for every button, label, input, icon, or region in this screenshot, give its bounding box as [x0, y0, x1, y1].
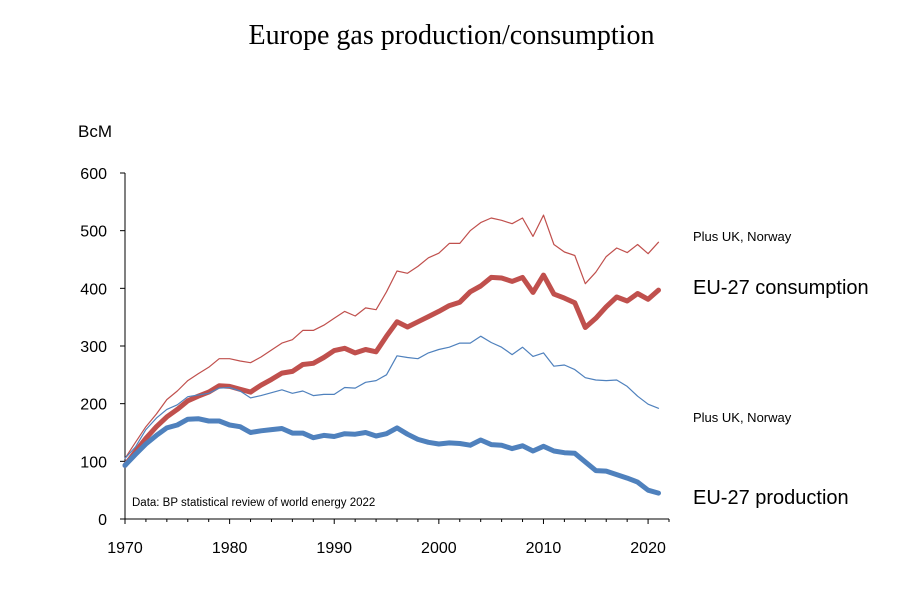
label-production-plus-uk-norway: Plus UK, Norway [693, 410, 792, 425]
x-tick-label: 2010 [526, 540, 562, 557]
y-tick-label: 0 [98, 512, 107, 529]
series-eu27-consumption [122, 272, 661, 468]
label-consumption-plus-uk-norway: Plus UK, Norway [693, 229, 792, 244]
x-tick-label: 2000 [421, 540, 457, 557]
y-tick-label: 300 [80, 339, 107, 356]
series-consumption-plus-uk-norway [124, 214, 660, 459]
x-tick-label: 1990 [316, 540, 352, 557]
y-tick-label: 600 [80, 166, 107, 183]
series-production-plus-uk-norway [124, 335, 660, 459]
x-tick-label: 1980 [212, 540, 248, 557]
y-axis-unit-label: BcM [78, 122, 112, 141]
source-note: Data: BP statistical review of world ene… [132, 497, 375, 509]
series-layer [122, 214, 661, 496]
y-tick-label: 500 [80, 224, 107, 241]
chart-title: Europe gas production/consumption [248, 20, 655, 51]
y-tick-label: 100 [80, 454, 107, 471]
label-eu27-consumption: EU-27 consumption [693, 277, 869, 299]
y-tick-label: 200 [80, 397, 107, 414]
y-tick-label: 400 [80, 281, 107, 298]
series-eu27-production [122, 416, 661, 496]
axes: 0 100 200 300 400 500 600 1970 1980 1990 2000 2010 2… [80, 166, 670, 557]
x-tick-label: 1970 [107, 540, 143, 557]
x-tick-label: 2020 [630, 540, 666, 557]
label-eu27-production: EU-27 production [693, 487, 849, 509]
